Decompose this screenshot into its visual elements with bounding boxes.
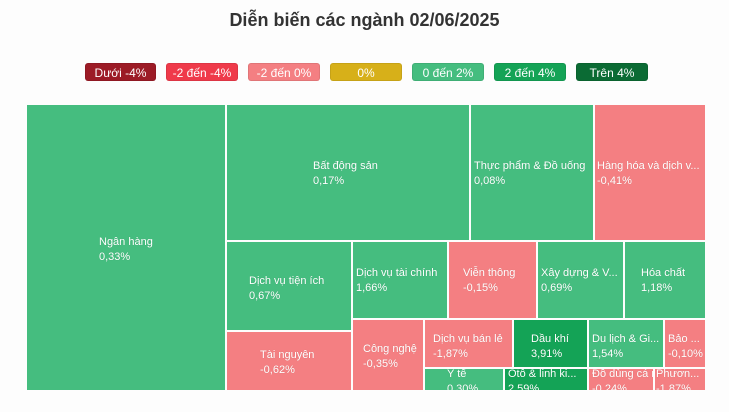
- sector-name: Ngân hàng: [99, 236, 153, 248]
- cell-label-group: Phươn... -1,87%: [656, 368, 700, 391]
- cell-label-group: Bảo ... -0,10%: [668, 332, 703, 362]
- cell-label-group: Hóa chất 1,18%: [641, 266, 685, 296]
- legend-label: 0 đến 2%: [422, 66, 474, 80]
- treemap-cell[interactable]: Thực phẩm & Đồ uống 0,08%: [470, 104, 594, 241]
- treemap-cell[interactable]: Dầu khí 3,91%: [513, 319, 588, 368]
- sector-name: Hàng hóa và dịch v...: [597, 160, 700, 172]
- cell-label-group: Xây dựng & V... 0,69%: [541, 266, 618, 296]
- legend-item-2-to-4[interactable]: 2 đến 4%: [494, 63, 566, 81]
- sector-name: Xây dựng & V...: [541, 267, 618, 279]
- treemap-cell[interactable]: Xây dựng & V... 0,69%: [537, 241, 624, 319]
- treemap-cell[interactable]: Dịch vụ bán lẻ -1,87%: [424, 319, 513, 368]
- sector-change-label: -0,41%: [597, 175, 632, 187]
- treemap-cell[interactable]: Hóa chất 1,18%: [624, 241, 706, 319]
- cell-label-group: Du lịch & Gi... 1,54%: [592, 332, 659, 362]
- cell-label-group: Thực phẩm & Đồ uống 0,08%: [474, 159, 585, 189]
- sector-name: Công nghệ: [363, 343, 417, 355]
- treemap-cell[interactable]: Bất động sản 0,17%: [226, 104, 470, 241]
- sector-change-label: -1,87%: [656, 383, 691, 391]
- treemap-cell[interactable]: Phươn... -1,87%: [654, 368, 706, 391]
- cell-label-group: Dịch vụ tiện ích 0,67%: [249, 274, 324, 304]
- cell-label-group: Y tế 0,30%: [447, 368, 479, 391]
- treemap-cell[interactable]: Dịch vụ tài chính 1,66%: [352, 241, 448, 319]
- sector-change-label: -0,10%: [668, 348, 703, 360]
- legend-label: -2 đến -4%: [172, 66, 232, 80]
- treemap-cell[interactable]: Dịch vụ tiện ích 0,67%: [226, 241, 352, 331]
- cell-label-group: Tài nguyên -0,62%: [260, 348, 314, 378]
- cell-label-group: Dầu khí 3,91%: [531, 332, 569, 362]
- legend-label: Trên 4%: [589, 66, 635, 80]
- sector-name: Thực phẩm & Đồ uống: [474, 160, 586, 172]
- treemap-cell[interactable]: Đồ dùng cá nhân và đồ gia dụng -0,24%: [588, 368, 654, 391]
- legend-label: Dưới -4%: [94, 66, 147, 80]
- legend-label: 2 đến 4%: [504, 66, 556, 80]
- sector-change-label: 1,18%: [641, 282, 673, 294]
- sector-change-label: -0,24%: [592, 383, 627, 391]
- sector-change-label: -0,15%: [463, 282, 498, 294]
- treemap-cell[interactable]: Viễn thông -0,15%: [448, 241, 537, 319]
- sector-name: Tài nguyên: [260, 349, 315, 361]
- cell-label-group: Dịch vụ bán lẻ -1,87%: [433, 332, 503, 362]
- sector-change-label: -0,62%: [260, 364, 295, 376]
- cell-label-group: Viễn thông -0,15%: [463, 266, 515, 296]
- legend-label: -2 đến 0%: [256, 66, 312, 80]
- treemap-cell[interactable]: Hàng hóa và dịch v... -0,41%: [594, 104, 706, 241]
- cell-label-group: Ôtô & linh ki... 2,59%: [508, 368, 577, 391]
- sector-change-label: 0,08%: [474, 175, 506, 187]
- treemap: Ngân hàng 0,33% Bất động sản 0,17% Thực phẩm…: [26, 104, 706, 391]
- treemap-cell[interactable]: Công nghệ -0,35%: [352, 319, 424, 391]
- legend-item-above-4[interactable]: Trên 4%: [576, 63, 648, 81]
- legend-item-0-to-2[interactable]: 0 đến 2%: [412, 63, 484, 81]
- treemap-cell[interactable]: Du lịch & Gi... 1,54%: [588, 319, 664, 368]
- sector-name: Phươn...: [656, 368, 700, 380]
- sector-change-label: 1,54%: [592, 348, 624, 360]
- legend-item-zero[interactable]: 0%: [330, 63, 402, 81]
- sector-name: Dịch vụ tiện ích: [249, 275, 325, 287]
- sector-name: Bảo ...: [668, 333, 700, 345]
- legend: Dưới -4% -2 đến -4% -2 đến 0% 0% 0 đến 2…: [0, 63, 729, 81]
- sector-name: Y tế: [447, 368, 467, 380]
- sector-change-label: -0,35%: [363, 358, 398, 370]
- sector-name: Dịch vụ tài chính: [356, 267, 438, 279]
- legend-item-minus-2-to-minus-4[interactable]: -2 đến -4%: [166, 63, 238, 81]
- sector-change-label: 0,69%: [541, 282, 573, 294]
- legend-label: 0%: [357, 66, 375, 80]
- sector-name: Hóa chất: [641, 267, 686, 279]
- chart-title: Diễn biến các ngành 02/06/2025: [229, 10, 500, 30]
- cell-label-group: Dịch vụ tài chính 1,66%: [356, 266, 437, 296]
- treemap-cell[interactable]: Bảo ... -0,10%: [664, 319, 706, 368]
- legend-item-below-minus-4[interactable]: Dưới -4%: [85, 63, 156, 81]
- sector-name: Dịch vụ bán lẻ: [433, 333, 503, 345]
- sector-change-label: 0,33%: [99, 251, 131, 263]
- sector-change-label: -1,87%: [433, 348, 468, 360]
- sector-name: Viễn thông: [463, 267, 516, 279]
- sector-change-label: 1,66%: [356, 282, 388, 294]
- cell-label-group: Đồ dùng cá nhân và đồ gia dụng -0,24%: [592, 368, 653, 391]
- sector-change-label: 3,91%: [531, 348, 563, 360]
- treemap-cell[interactable]: Y tế 0,30%: [424, 368, 504, 391]
- legend-item-minus-2-to-0[interactable]: -2 đến 0%: [248, 63, 320, 81]
- sector-change-label: 2,59%: [508, 383, 540, 391]
- sector-change-label: 0,67%: [249, 290, 281, 302]
- treemap-cell[interactable]: Ôtô & linh ki... 2,59%: [504, 368, 588, 391]
- sector-name: Ôtô & linh ki...: [508, 368, 577, 380]
- sector-name: Bất động sản: [313, 160, 378, 172]
- treemap-cell[interactable]: Tài nguyên -0,62%: [226, 331, 352, 391]
- cell-label-group: Ngân hàng 0,33%: [99, 235, 153, 265]
- sector-name: Dầu khí: [531, 333, 569, 345]
- treemap-cell[interactable]: Ngân hàng 0,33%: [26, 104, 226, 391]
- cell-label-group: Bất động sản 0,17%: [313, 159, 378, 189]
- sector-change-label: 0,17%: [313, 175, 345, 187]
- sector-change-label: 0,30%: [447, 383, 479, 391]
- sector-name: Du lịch & Gi...: [592, 333, 660, 345]
- cell-label-group: Công nghệ -0,35%: [363, 342, 417, 372]
- cell-label-group: Hàng hóa và dịch v... -0,41%: [597, 159, 700, 189]
- sector-name: Đồ dùng cá nhân và đồ gia dụng: [592, 368, 653, 380]
